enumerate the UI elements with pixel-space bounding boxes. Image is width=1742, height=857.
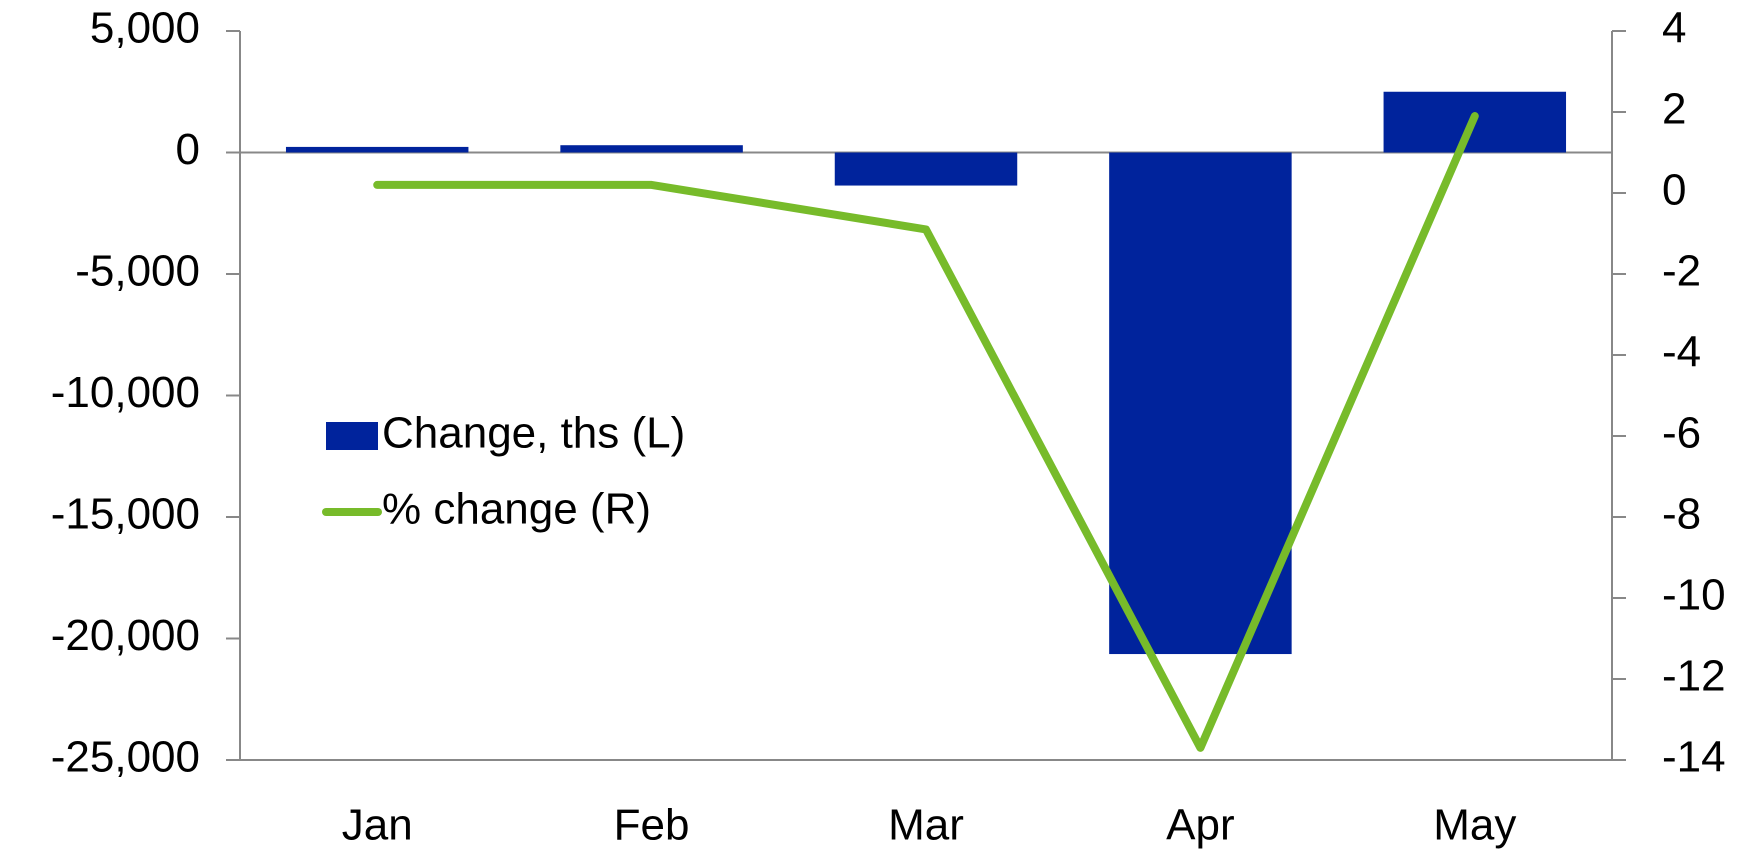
y-tick-label: 0 — [176, 125, 200, 174]
y2-tick-label: 0 — [1662, 166, 1686, 215]
y2-tick-label: -6 — [1662, 409, 1701, 458]
legend-label: Change, ths (L) — [382, 409, 685, 458]
x-tick-label: Mar — [888, 801, 964, 850]
y2-tick-label: -12 — [1662, 652, 1726, 701]
bar — [560, 145, 743, 153]
line — [373, 112, 1479, 752]
x-tick-label: May — [1433, 801, 1516, 850]
y2-tick-label: 4 — [1662, 4, 1686, 53]
y2-tick-label: -10 — [1662, 571, 1726, 620]
y-tick-label: -20,000 — [51, 611, 200, 660]
x-tick-label: Feb — [614, 801, 690, 850]
x-tick-label: Apr — [1166, 801, 1234, 850]
y-tick-label: 5,000 — [90, 4, 200, 53]
y2-tick-label: 2 — [1662, 85, 1686, 134]
y2-tick-label: -14 — [1662, 733, 1726, 782]
y2-tick-label: -8 — [1662, 490, 1701, 539]
legend-swatch — [326, 422, 378, 450]
bar — [834, 152, 1018, 186]
y-tick-label: -10,000 — [51, 368, 200, 417]
y2-tick-label: -2 — [1662, 247, 1701, 296]
x-tick-label: Jan — [342, 801, 413, 850]
y-tick-label: -25,000 — [51, 733, 200, 782]
bar — [285, 146, 469, 153]
bar — [1109, 152, 1292, 655]
y-tick-label: -15,000 — [51, 490, 200, 539]
legend-label: % change (R) — [382, 485, 651, 534]
y2-tick-label: -4 — [1662, 328, 1701, 377]
y-tick-label: -5,000 — [75, 247, 200, 296]
